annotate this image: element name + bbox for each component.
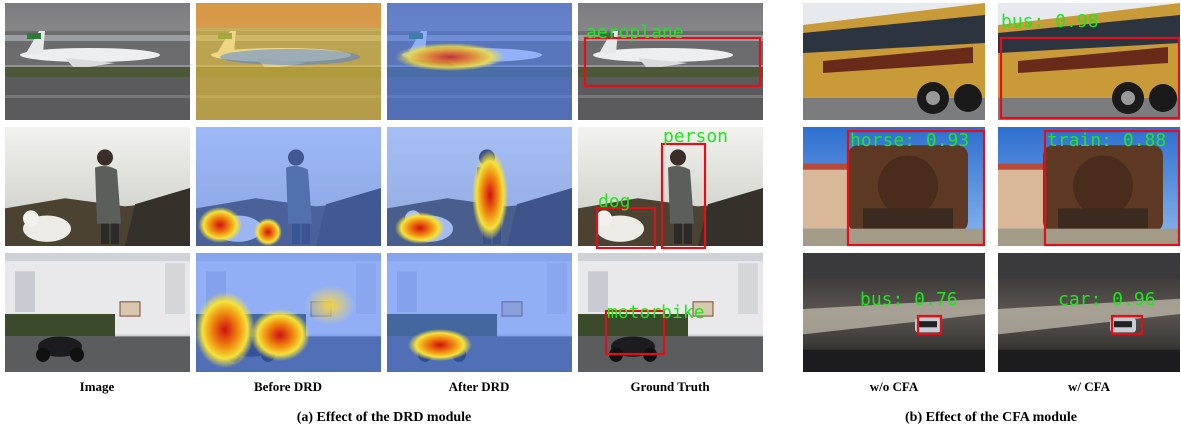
heatmap-after-part bbox=[408, 329, 472, 361]
detection-label: car: 0.96 bbox=[1058, 289, 1156, 310]
photo bbox=[5, 3, 190, 120]
photo bbox=[998, 253, 1180, 372]
boxes-part bbox=[1043, 129, 1181, 247]
boxes-part bbox=[916, 314, 943, 336]
boxes-part bbox=[660, 142, 707, 250]
boxes-part bbox=[595, 206, 657, 250]
heatmap-before-part bbox=[195, 292, 255, 368]
heatmap-before-part bbox=[305, 285, 355, 325]
photo bbox=[578, 3, 763, 120]
photo bbox=[5, 253, 190, 372]
detection-label: bus: 0.98 bbox=[1001, 11, 1099, 32]
heatmap-before-part bbox=[250, 309, 310, 361]
column-label: After DRD bbox=[449, 379, 510, 394]
boxes-part bbox=[583, 36, 762, 88]
boxes bbox=[583, 36, 1181, 356]
heatmap-before-part bbox=[254, 218, 282, 246]
detection-label: motorbike bbox=[607, 302, 705, 323]
panel-caption: (b) Effect of the CFA module bbox=[905, 410, 1077, 425]
heatmap-before-part bbox=[196, 3, 381, 120]
heatmap-after-part bbox=[395, 43, 505, 71]
heatmap-before-part bbox=[198, 207, 242, 243]
boxes-part bbox=[846, 129, 986, 247]
heatmap-after bbox=[387, 3, 572, 372]
heatmap-after-part bbox=[395, 212, 445, 244]
column-label: w/o CFA bbox=[870, 379, 919, 394]
column-label: w/ CFA bbox=[1068, 379, 1111, 394]
detection-label: aeroplane bbox=[586, 22, 684, 43]
detection-label: person bbox=[663, 126, 728, 147]
detection-label: train: 0.88 bbox=[1047, 130, 1166, 151]
detection-label: horse: 0.93 bbox=[850, 130, 969, 151]
heatmap-after-part bbox=[472, 150, 508, 240]
photo bbox=[803, 3, 985, 120]
column-label: Image bbox=[80, 379, 115, 394]
photo bbox=[5, 127, 190, 246]
heatmap-before-part bbox=[196, 3, 381, 28]
heatmap-before bbox=[195, 3, 381, 372]
heatmap-before-part bbox=[220, 49, 360, 65]
detection-label: dog bbox=[598, 191, 631, 212]
boxes-part bbox=[999, 36, 1181, 120]
boxes-part bbox=[1110, 314, 1144, 336]
column-label: Ground Truth bbox=[630, 379, 710, 394]
column-label: Before DRD bbox=[254, 379, 322, 394]
photo bbox=[803, 253, 985, 372]
boxes-part bbox=[604, 309, 666, 356]
panel-caption: (a) Effect of the DRD module bbox=[297, 410, 472, 425]
detection-label: bus: 0.76 bbox=[860, 289, 958, 310]
